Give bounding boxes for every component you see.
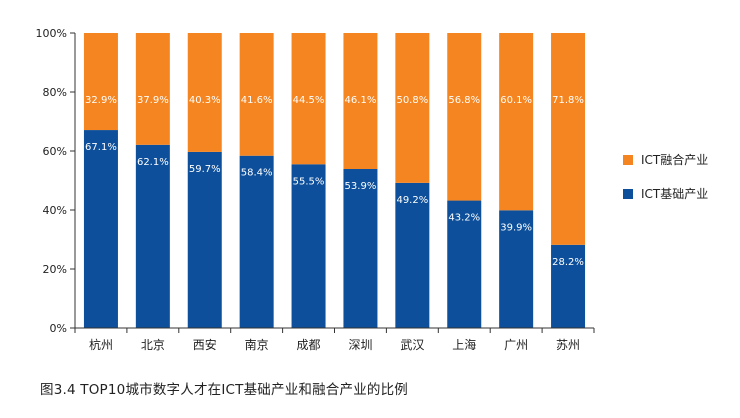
x-tick-label: 北京 — [141, 338, 165, 352]
y-axis: 0% 20% 40% 60% 80% 100% — [36, 27, 76, 335]
data-label: 44.5% — [293, 95, 325, 106]
bar-fusion-segment — [395, 33, 430, 183]
y-tick-label: 80% — [43, 86, 67, 99]
data-label: 43.2% — [448, 213, 480, 224]
bar-fusion-segment — [239, 33, 274, 156]
x-tick-label: 深圳 — [348, 338, 372, 352]
x-axis: 杭州 北京 西安 南京 成都 深圳 武汉 上海 广州 苏州 — [74, 327, 595, 352]
data-label: 40.3% — [189, 95, 221, 106]
y-tick-label: 0% — [50, 322, 67, 335]
bar-base-segment — [187, 151, 222, 328]
x-tick-label: 南京 — [245, 337, 269, 352]
bar-fusion-segment — [447, 33, 482, 201]
data-label: 59.7% — [189, 164, 221, 175]
x-tick-label: 武汉 — [400, 338, 424, 352]
x-tick-label: 成都 — [297, 338, 321, 352]
bar-fusion-segment — [551, 33, 586, 245]
data-label: 50.8% — [396, 95, 428, 106]
bar-base-segment — [395, 182, 430, 328]
bar-base-segment — [291, 164, 326, 328]
data-label: 37.9% — [137, 95, 169, 106]
legend: ICT融合产业 ICT基础产业 — [623, 152, 708, 201]
bar-base-segment — [135, 144, 170, 328]
data-label: 56.8% — [448, 95, 480, 106]
y-tick-label: 20% — [43, 263, 67, 276]
bar-fusion-segment — [187, 33, 222, 152]
bar-base-segment — [343, 168, 378, 328]
bar-base-segment — [551, 244, 586, 328]
data-label: 32.9% — [85, 95, 117, 106]
data-label: 55.5% — [293, 176, 325, 187]
data-label: 71.8% — [552, 95, 584, 106]
y-tick-label: 100% — [36, 27, 67, 40]
data-label: 60.1% — [500, 95, 532, 106]
bar-fusion-segment — [83, 33, 118, 131]
x-tick-label: 广州 — [504, 338, 528, 352]
legend-swatch — [623, 189, 633, 199]
y-tick-label: 40% — [43, 204, 67, 217]
bar-base-segment — [499, 210, 534, 328]
bar-fusion-segment — [499, 33, 534, 211]
data-label: 67.1% — [85, 142, 117, 153]
bar-base-segment — [239, 155, 274, 328]
data-label: 41.6% — [241, 95, 273, 106]
bar-fusion-segment — [135, 33, 170, 145]
bar-fusion-segment — [291, 33, 326, 165]
x-tick-label: 西安 — [193, 337, 217, 352]
bar-base-segment — [447, 200, 482, 328]
bars: 67.1% 32.9% 62.1% 37.9% 59.7% 40.3% 58.4% 41.6%… — [83, 33, 586, 328]
data-label: 49.2% — [396, 195, 428, 206]
data-label: 28.2% — [552, 257, 584, 268]
y-tick-label: 60% — [43, 145, 67, 158]
x-tick-label: 苏州 — [556, 338, 580, 352]
bar-base-segment — [83, 130, 118, 328]
data-label: 58.4% — [241, 168, 273, 179]
legend-label: ICT融合产业 — [641, 152, 708, 167]
figure-caption: 图3.4 TOP10城市数字人才在ICT基础产业和融合产业的比例 — [40, 382, 409, 398]
data-label: 46.1% — [345, 95, 377, 106]
bar-fusion-segment — [343, 33, 378, 169]
x-tick-label: 上海 — [452, 337, 476, 352]
data-label: 62.1% — [137, 157, 169, 168]
legend-swatch — [623, 155, 633, 165]
data-label: 53.9% — [345, 181, 377, 192]
legend-label: ICT基础产业 — [641, 187, 708, 201]
data-label: 39.9% — [500, 222, 532, 233]
x-tick-label: 杭州 — [89, 337, 113, 352]
